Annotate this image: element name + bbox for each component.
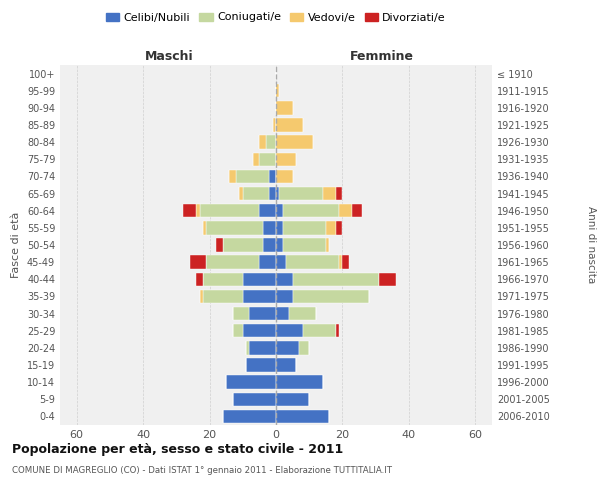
Legend: Celibi/Nubili, Coniugati/e, Vedovi/e, Divorziati/e: Celibi/Nubili, Coniugati/e, Vedovi/e, Di… [101,8,451,27]
Bar [379,272,395,286]
Bar [200,204,259,218]
Bar [276,256,286,269]
Bar [276,358,296,372]
Bar [326,221,336,234]
Bar [203,272,243,286]
Bar [336,187,343,200]
Bar [276,118,302,132]
Bar [283,204,339,218]
Bar [236,170,269,183]
Bar [276,101,293,114]
Bar [233,392,276,406]
Bar [259,136,266,149]
Bar [243,272,276,286]
Bar [326,238,329,252]
Bar [250,341,276,354]
Bar [233,307,250,320]
Bar [263,238,276,252]
Bar [336,221,343,234]
Bar [259,204,276,218]
Bar [276,221,283,234]
Text: Anni di nascita: Anni di nascita [586,206,596,284]
Bar [276,136,313,149]
Bar [299,341,309,354]
Bar [276,152,296,166]
Bar [276,84,280,98]
Text: Maschi: Maschi [145,50,194,63]
Bar [233,324,243,338]
Bar [283,238,326,252]
Bar [269,170,276,183]
Text: Femmine: Femmine [350,50,415,63]
Bar [276,376,323,389]
Bar [229,170,236,183]
Bar [259,152,276,166]
Bar [276,204,283,218]
Bar [352,204,362,218]
Bar [339,256,343,269]
Bar [339,204,352,218]
Bar [302,324,336,338]
Bar [250,307,276,320]
Bar [216,238,223,252]
Bar [196,272,203,286]
Bar [223,238,263,252]
Bar [276,410,329,423]
Bar [283,221,326,234]
Y-axis label: Fasce di età: Fasce di età [11,212,21,278]
Bar [239,187,243,200]
Bar [266,136,276,149]
Bar [183,204,196,218]
Bar [259,256,276,269]
Text: COMUNE DI MAGREGLIO (CO) - Dati ISTAT 1° gennaio 2011 - Elaborazione TUTTITALIA.: COMUNE DI MAGREGLIO (CO) - Dati ISTAT 1°… [12,466,392,475]
Bar [272,118,276,132]
Bar [226,376,276,389]
Bar [323,187,336,200]
Bar [293,290,369,303]
Bar [286,256,339,269]
Bar [276,290,293,303]
Bar [253,152,259,166]
Bar [280,187,323,200]
Bar [276,187,280,200]
Bar [200,290,203,303]
Bar [263,221,276,234]
Bar [243,290,276,303]
Bar [243,324,276,338]
Bar [289,307,316,320]
Bar [343,256,349,269]
Bar [243,187,269,200]
Bar [276,392,309,406]
Bar [293,272,379,286]
Bar [206,221,263,234]
Bar [203,290,243,303]
Bar [276,307,289,320]
Bar [223,410,276,423]
Bar [336,324,339,338]
Bar [276,341,299,354]
Bar [269,187,276,200]
Bar [206,256,259,269]
Bar [246,341,250,354]
Bar [203,221,206,234]
Bar [276,324,302,338]
Bar [276,170,293,183]
Bar [246,358,276,372]
Bar [190,256,206,269]
Bar [276,272,293,286]
Bar [276,238,283,252]
Bar [196,204,200,218]
Text: Popolazione per età, sesso e stato civile - 2011: Popolazione per età, sesso e stato civil… [12,442,343,456]
